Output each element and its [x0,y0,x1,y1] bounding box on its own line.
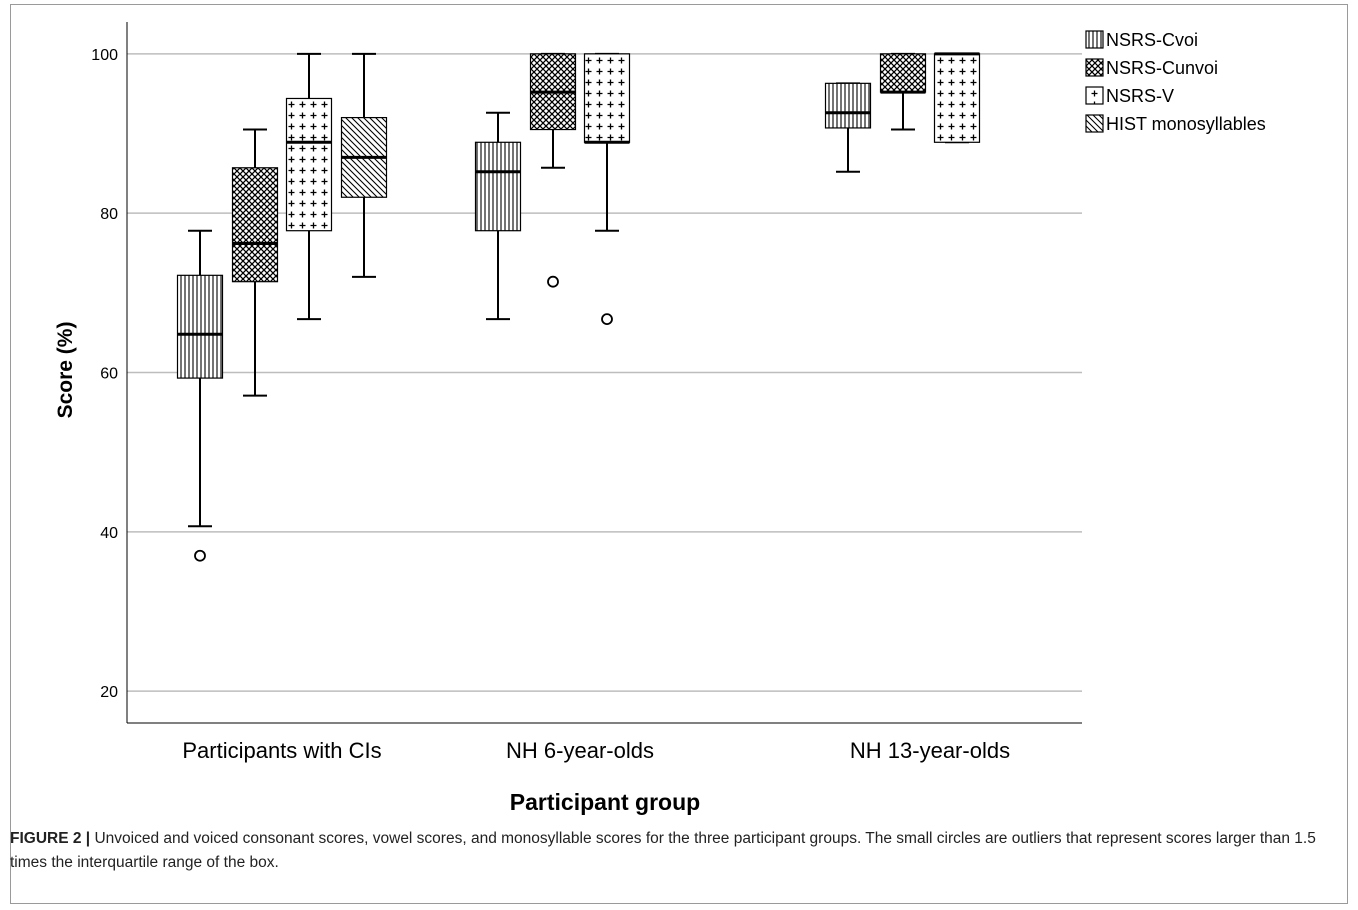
y-tick-label: 40 [100,525,118,542]
y-tick-label: 60 [100,366,118,383]
box-hist-monosyllables [340,52,388,278]
legend-label: NSRS-Cvoi [1106,30,1198,50]
legend-item: NSRS-Cunvoi [1085,58,1218,78]
legend-swatch [1085,114,1104,133]
x-tick-label: NH 6-year-olds [506,738,654,763]
outlier-point [194,549,206,562]
boxplot-chart: 20 40 60 80 100 Participants with CIs NH 6-yea… [54,22,1266,815]
box-nsrs-cvoi [474,111,522,321]
outlier-point [547,275,559,288]
y-tick-label: 20 [100,684,118,701]
box-nsrs-cunvoi [529,52,577,288]
legend-swatch [1085,58,1104,77]
boxes-layer [176,52,981,562]
box-nsrs-v [583,52,631,326]
iqr-box [474,141,522,232]
outlier-point [601,313,613,326]
y-tick-label: 100 [91,47,118,64]
x-tick-label: Participants with CIs [182,738,381,763]
legend: NSRS-Cvoi NSRS-Cunvoi NSRS-V HIST monosylla… [1085,30,1266,134]
legend-item: NSRS-Cvoi [1085,30,1198,50]
legend-item: HIST monosyllables [1085,114,1266,134]
iqr-box [879,53,927,93]
legend-item: NSRS-V [1085,86,1174,106]
legend-swatch [1085,86,1104,105]
legend-label: NSRS-V [1106,86,1174,106]
y-axis-label: Score (%) [54,322,77,419]
iqr-box [176,274,224,379]
x-axis-label: Participant group [510,789,700,815]
box-nsrs-cunvoi [879,52,927,131]
legend-swatch [1085,30,1104,49]
figure-frame [10,4,1348,904]
y-tick-label: 80 [100,206,118,223]
box-nsrs-cvoi [176,229,224,562]
figure-caption: FIGURE 2 | Unvoiced and voiced consonant… [10,827,1320,875]
box-nsrs-cvoi [824,82,872,173]
box-nsrs-v [933,52,981,144]
caption-label: FIGURE 2 | [10,830,91,847]
box-nsrs-v [285,52,333,321]
iqr-box [583,53,631,143]
iqr-box [285,97,333,232]
iqr-box [824,82,872,129]
legend-label: NSRS-Cunvoi [1106,58,1218,78]
axes-layer: 20 40 60 80 100 Participants with CIs NH 6-yea… [91,22,1082,763]
x-tick-label: NH 13-year-olds [850,738,1010,763]
iqr-box [231,167,279,283]
legend-label: HIST monosyllables [1106,114,1266,134]
caption-text: Unvoiced and voiced consonant scores, vo… [10,830,1316,871]
iqr-box [933,53,981,143]
grid-layer [127,53,1082,692]
box-nsrs-cunvoi [231,128,279,397]
